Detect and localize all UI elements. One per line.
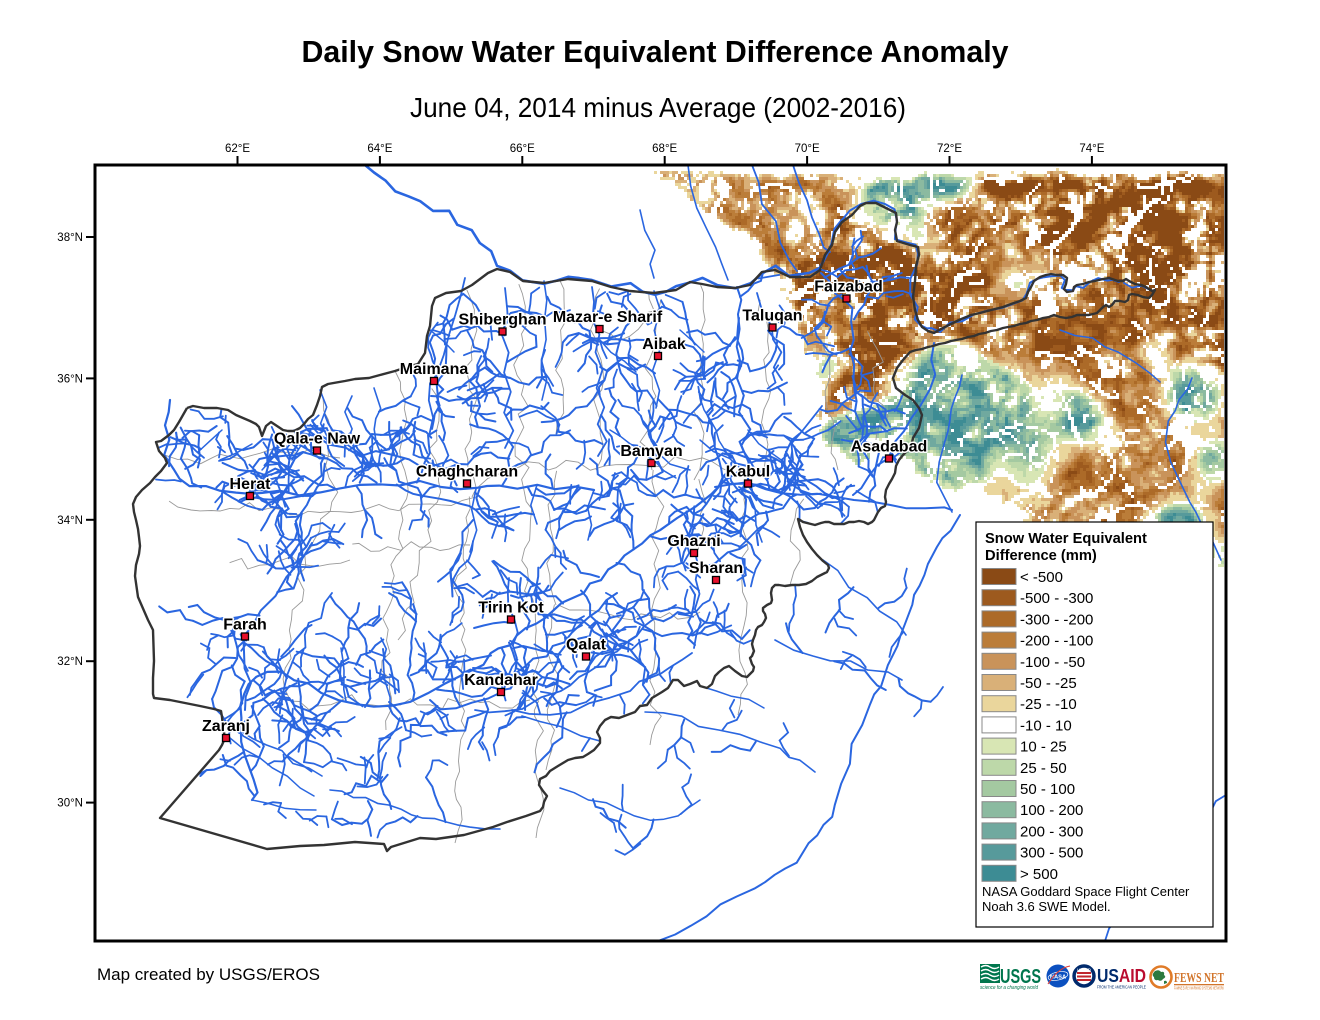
svg-text:Kandahar: Kandahar bbox=[464, 672, 538, 689]
svg-text:< -500: < -500 bbox=[1020, 569, 1063, 586]
svg-text:300 - 500: 300 - 500 bbox=[1020, 845, 1083, 862]
svg-text:-200 - -100: -200 - -100 bbox=[1020, 633, 1093, 650]
svg-text:72°E: 72°E bbox=[937, 143, 962, 155]
svg-text:38°N: 38°N bbox=[57, 232, 83, 244]
svg-text:Kabul: Kabul bbox=[726, 464, 770, 481]
svg-text:June 04, 2014 minus Average (2: June 04, 2014 minus Average (2002-2016) bbox=[410, 92, 906, 123]
svg-text:> 500: > 500 bbox=[1020, 866, 1058, 883]
svg-text:64°E: 64°E bbox=[367, 143, 392, 155]
svg-text:Herat: Herat bbox=[230, 476, 272, 493]
svg-text:68°E: 68°E bbox=[652, 143, 677, 155]
svg-text:Chaghcharan: Chaghcharan bbox=[416, 464, 518, 481]
svg-text:Faizabad: Faizabad bbox=[814, 279, 882, 296]
svg-text:Noah 3.6 SWE Model.: Noah 3.6 SWE Model. bbox=[982, 899, 1111, 914]
svg-text:FROM THE AMERICAN PEOPLE: FROM THE AMERICAN PEOPLE bbox=[1097, 985, 1146, 991]
svg-text:74°E: 74°E bbox=[1079, 143, 1104, 155]
svg-text:Zaranj: Zaranj bbox=[202, 718, 250, 735]
svg-text:Shiberghan: Shiberghan bbox=[458, 312, 546, 329]
svg-text:FEWS NET: FEWS NET bbox=[1174, 971, 1224, 986]
svg-text:Ghazni: Ghazni bbox=[667, 533, 720, 550]
svg-text:200 - 300: 200 - 300 bbox=[1020, 823, 1083, 840]
svg-text:NASA Goddard Space Flight Cent: NASA Goddard Space Flight Center bbox=[982, 884, 1190, 899]
svg-text:USAID: USAID bbox=[1097, 966, 1146, 986]
svg-text:Qala-e Naw: Qala-e Naw bbox=[274, 431, 361, 448]
svg-text:Qalat: Qalat bbox=[566, 637, 607, 654]
svg-text:30°N: 30°N bbox=[57, 798, 83, 810]
svg-text:66°E: 66°E bbox=[510, 143, 535, 155]
svg-text:50 - 100: 50 - 100 bbox=[1020, 781, 1075, 798]
svg-text:100 - 200: 100 - 200 bbox=[1020, 802, 1083, 819]
svg-text:25 - 50: 25 - 50 bbox=[1020, 760, 1067, 777]
svg-text:Daily Snow Water Equivalent Di: Daily Snow Water Equivalent Difference A… bbox=[302, 35, 1009, 69]
svg-text:Taluqan: Taluqan bbox=[742, 308, 802, 325]
svg-text:Tirin Kot: Tirin Kot bbox=[478, 600, 544, 617]
svg-text:Aibak: Aibak bbox=[642, 336, 686, 353]
svg-text:USAID: USAID bbox=[1077, 968, 1092, 973]
svg-text:32°N: 32°N bbox=[57, 656, 83, 668]
svg-text:Bamyan: Bamyan bbox=[620, 443, 682, 460]
svg-text:Maimana: Maimana bbox=[400, 361, 469, 378]
svg-text:10 - 25: 10 - 25 bbox=[1020, 739, 1067, 756]
svg-text:science for a changing world: science for a changing world bbox=[980, 985, 1039, 991]
svg-text:36°N: 36°N bbox=[57, 373, 83, 385]
svg-text:USGS: USGS bbox=[1000, 965, 1041, 988]
svg-text:FAMINE EARLY WARNING SYSTEMS N: FAMINE EARLY WARNING SYSTEMS NETWORK bbox=[1174, 986, 1224, 991]
svg-text:-50 - -25: -50 - -25 bbox=[1020, 675, 1077, 692]
svg-text:Snow Water Equivalent: Snow Water Equivalent bbox=[985, 531, 1147, 547]
svg-text:62°E: 62°E bbox=[225, 143, 250, 155]
svg-text:Farah: Farah bbox=[223, 617, 267, 634]
svg-text:Map created by USGS/EROS: Map created by USGS/EROS bbox=[97, 965, 320, 984]
svg-text:-300 - -200: -300 - -200 bbox=[1020, 611, 1093, 628]
svg-text:Difference (mm): Difference (mm) bbox=[985, 548, 1097, 564]
svg-text:-100 - -50: -100 - -50 bbox=[1020, 654, 1085, 671]
svg-text:Mazar-e Sharif: Mazar-e Sharif bbox=[553, 309, 663, 326]
svg-text:Sharan: Sharan bbox=[689, 560, 743, 577]
svg-text:Asadabad: Asadabad bbox=[851, 439, 927, 456]
svg-text:34°N: 34°N bbox=[57, 515, 83, 527]
svg-text:-10 - 10: -10 - 10 bbox=[1020, 717, 1072, 734]
svg-text:-25 - -10: -25 - -10 bbox=[1020, 696, 1077, 713]
svg-text:NASA: NASA bbox=[1050, 975, 1067, 981]
svg-text:-500 - -300: -500 - -300 bbox=[1020, 590, 1093, 607]
svg-text:70°E: 70°E bbox=[795, 143, 820, 155]
